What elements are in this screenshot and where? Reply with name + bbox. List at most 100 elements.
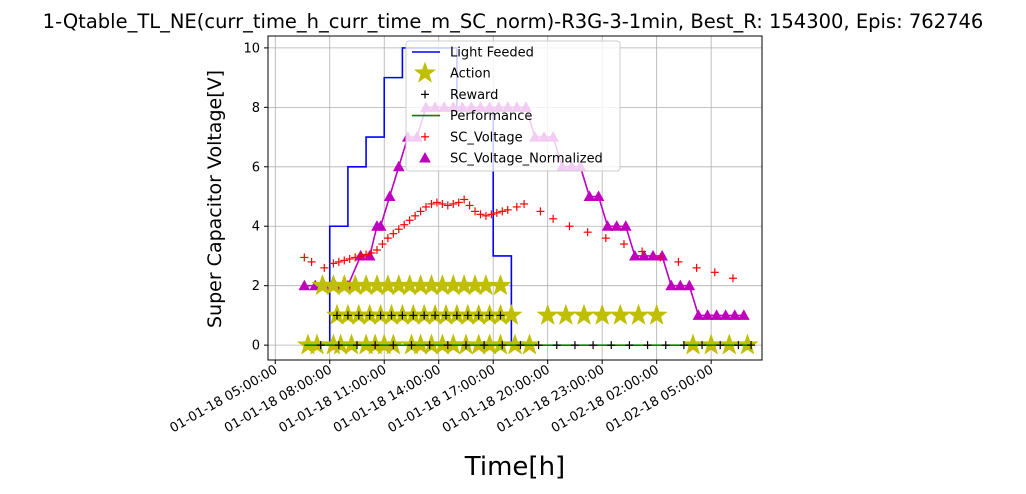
data-point-sc-voltage xyxy=(638,247,647,256)
axes-frame xyxy=(267,35,763,361)
y-tick-label: 6 xyxy=(252,160,260,175)
data-point-sc-voltage xyxy=(362,250,371,259)
data-point-sc-voltage xyxy=(372,246,381,255)
data-point-reward xyxy=(333,311,342,320)
legend-box xyxy=(405,40,621,172)
legend-label-sc-voltage-normalized: SC_Voltage_Normalized xyxy=(450,152,603,167)
y-tick-label: 8 xyxy=(252,101,260,116)
data-point-sc-voltage xyxy=(320,263,329,272)
data-point-sc-voltage-normalized xyxy=(692,309,705,320)
data-point-sc-voltage xyxy=(601,234,610,243)
data-point-sc-voltage xyxy=(400,220,409,229)
data-point-reward xyxy=(485,311,494,320)
data-point-sc-voltage-normalized xyxy=(647,249,659,261)
data-point-reward xyxy=(570,341,579,350)
data-point-reward xyxy=(498,341,507,350)
data-point-reward xyxy=(452,311,461,320)
data-point-sc-voltage xyxy=(454,198,463,207)
data-point-reward xyxy=(679,341,688,350)
data-point-reward xyxy=(398,311,407,320)
legend-label-reward: Reward xyxy=(450,88,498,103)
data-point-sc-voltage xyxy=(492,208,501,217)
data-point-reward xyxy=(443,341,452,350)
legend-label-performance: Performance xyxy=(450,109,532,124)
data-point-sc-voltage-normalized xyxy=(701,309,714,320)
data-point-sc-voltage-normalized xyxy=(363,249,376,261)
data-point-sc-voltage-normalized xyxy=(674,279,687,291)
data-point-sc-voltage xyxy=(329,259,338,268)
chart-title: 1-Qtable_TL_NE(curr_time_h_curr_time_m_S… xyxy=(43,10,984,33)
data-point-reward xyxy=(354,311,363,320)
data-point-sc-voltage xyxy=(487,210,496,219)
data-point-action xyxy=(681,333,705,355)
data-point-sc-voltage-normalized xyxy=(374,220,387,231)
data-point-sc-voltage xyxy=(656,253,665,262)
data-point-action xyxy=(572,303,596,325)
data-point-sc-voltage xyxy=(438,199,447,208)
data-point-sc-voltage-normalized xyxy=(629,249,641,261)
data-layer xyxy=(296,47,759,355)
data-point-sc-voltage xyxy=(449,199,458,208)
data-point-sc-voltage xyxy=(394,225,403,234)
data-point-reward xyxy=(425,341,434,350)
data-point-sc-voltage xyxy=(432,198,441,207)
data-point-sc-voltage-normalized xyxy=(619,220,632,231)
legend-marker-action xyxy=(413,61,437,83)
data-point-sc-voltage xyxy=(476,210,485,219)
data-point-sc-voltage-normalized xyxy=(719,309,732,320)
data-point-reward xyxy=(371,341,380,350)
data-point-reward xyxy=(420,311,429,320)
data-point-sc-voltage xyxy=(498,207,507,216)
data-point-sc-voltage xyxy=(536,207,545,216)
data-point-sc-voltage-normalized xyxy=(592,190,605,202)
y-tick-label: 0 xyxy=(252,339,260,354)
data-point-reward xyxy=(461,341,470,350)
y-tick-label: 2 xyxy=(252,279,260,294)
data-point-reward xyxy=(607,341,616,350)
legend: Light Feeded Action Reward Performance SC_Vo… xyxy=(405,40,621,172)
data-point-reward xyxy=(661,341,670,350)
data-point-sc-voltage xyxy=(692,263,701,272)
data-point-reward xyxy=(407,341,416,350)
data-point-sc-voltage xyxy=(367,248,376,257)
data-point-sc-voltage-normalized xyxy=(583,190,596,202)
data-point-sc-voltage-normalized xyxy=(298,279,311,291)
data-point-action xyxy=(500,303,523,325)
data-point-action xyxy=(518,333,541,355)
data-point-sc-voltage xyxy=(549,214,558,223)
data-point-sc-voltage xyxy=(405,216,414,225)
data-point-sc-voltage-normalized xyxy=(610,220,623,231)
legend-marker-reward xyxy=(421,90,429,99)
data-point-reward xyxy=(387,311,396,320)
data-point-reward xyxy=(343,311,352,320)
data-point-sc-voltage-normalized xyxy=(392,160,405,172)
y-axis-label: Super Capacitor Voltage[V] xyxy=(204,70,226,328)
data-point-sc-voltage-normalized xyxy=(710,309,723,320)
y-tick-label: 10 xyxy=(243,41,260,56)
legend-label-light-feeded: Light Feeded xyxy=(450,46,534,61)
data-point-reward xyxy=(516,341,525,350)
data-point-reward xyxy=(463,311,472,320)
data-point-action xyxy=(609,303,632,325)
data-point-sc-voltage xyxy=(674,257,683,266)
data-point-reward xyxy=(534,341,543,350)
data-point-reward xyxy=(496,311,505,320)
data-point-sc-voltage xyxy=(619,240,628,249)
data-point-sc-voltage xyxy=(503,205,512,214)
data-point-reward xyxy=(389,341,398,350)
legend-marker-sc-voltage-normalized xyxy=(419,151,431,163)
data-point-action xyxy=(718,333,741,355)
data-point-action xyxy=(736,333,759,355)
data-point-sc-voltage-normalized xyxy=(665,279,678,291)
data-point-reward xyxy=(441,311,450,320)
data-point-sc-voltage-normalized xyxy=(601,220,614,231)
data-point-sc-voltage xyxy=(520,199,529,208)
data-point-sc-voltage xyxy=(389,229,398,238)
legend-marker-sc-voltage xyxy=(421,132,429,141)
legend-label-action: Action xyxy=(450,67,491,82)
data-point-sc-voltage xyxy=(710,268,719,277)
data-point-reward xyxy=(625,341,634,350)
data-point-reward xyxy=(643,341,652,350)
